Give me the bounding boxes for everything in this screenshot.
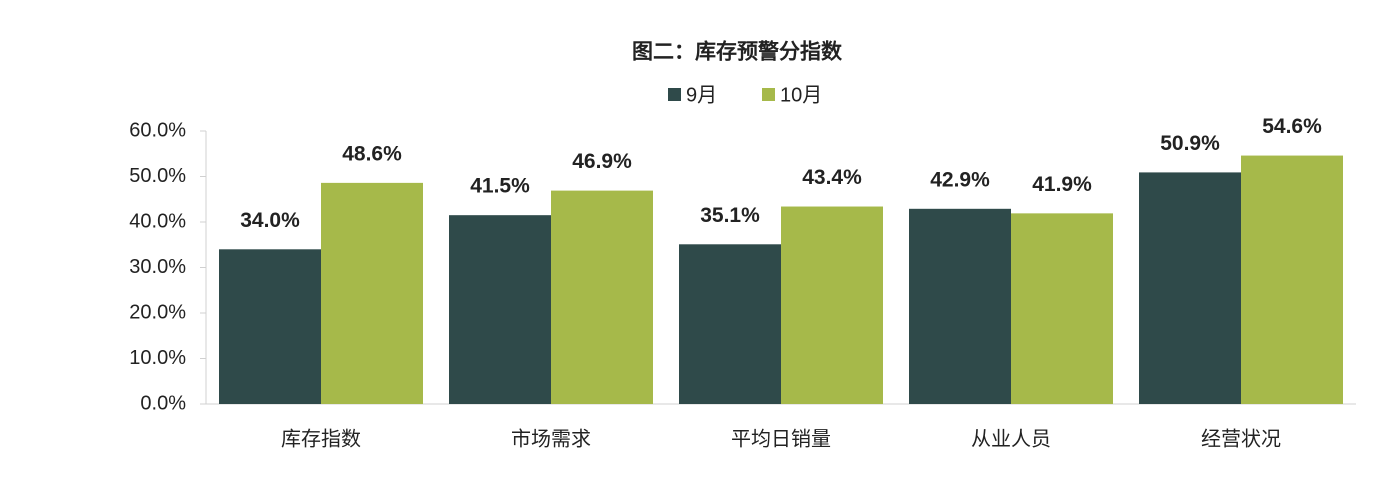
legend-label: 9月 [686, 84, 717, 106]
value-label: 34.0% [240, 209, 300, 232]
value-label: 48.6% [342, 142, 402, 165]
bar [679, 244, 781, 404]
bar [321, 182, 423, 404]
bar [449, 215, 551, 404]
legend-label: 10月 [780, 84, 822, 106]
bar [1011, 213, 1113, 404]
x-tick-label: 平均日销量 [731, 427, 831, 450]
value-label: 41.5% [470, 175, 530, 198]
x-tick-label: 经营状况 [1201, 427, 1281, 450]
value-label: 50.9% [1160, 132, 1220, 155]
value-label: 35.1% [700, 204, 760, 227]
legend-swatch [668, 88, 681, 101]
x-tick-label: 库存指数 [281, 427, 361, 450]
bar [781, 206, 883, 404]
y-tick-label: 40.0% [129, 210, 186, 232]
chart-title: 图二：库存预警分指数 [632, 40, 843, 64]
bar [1241, 155, 1343, 404]
value-label: 54.6% [1262, 115, 1322, 138]
value-label: 42.9% [930, 168, 990, 191]
y-tick-label: 10.0% [129, 347, 186, 369]
y-tick-label: 50.0% [129, 165, 186, 187]
bar [551, 190, 653, 404]
y-tick-label: 30.0% [129, 256, 186, 278]
bar [219, 249, 321, 404]
x-tick-label: 从业人员 [971, 427, 1051, 450]
value-label: 46.9% [572, 150, 632, 173]
y-tick-label: 20.0% [129, 301, 186, 323]
y-tick-label: 60.0% [129, 119, 186, 141]
legend-swatch [762, 88, 775, 101]
x-tick-label: 市场需求 [511, 427, 591, 450]
value-label: 43.4% [802, 166, 862, 189]
y-tick-label: 0.0% [140, 392, 186, 414]
bar [909, 208, 1011, 404]
bar [1139, 172, 1241, 404]
value-label: 41.9% [1032, 173, 1092, 196]
